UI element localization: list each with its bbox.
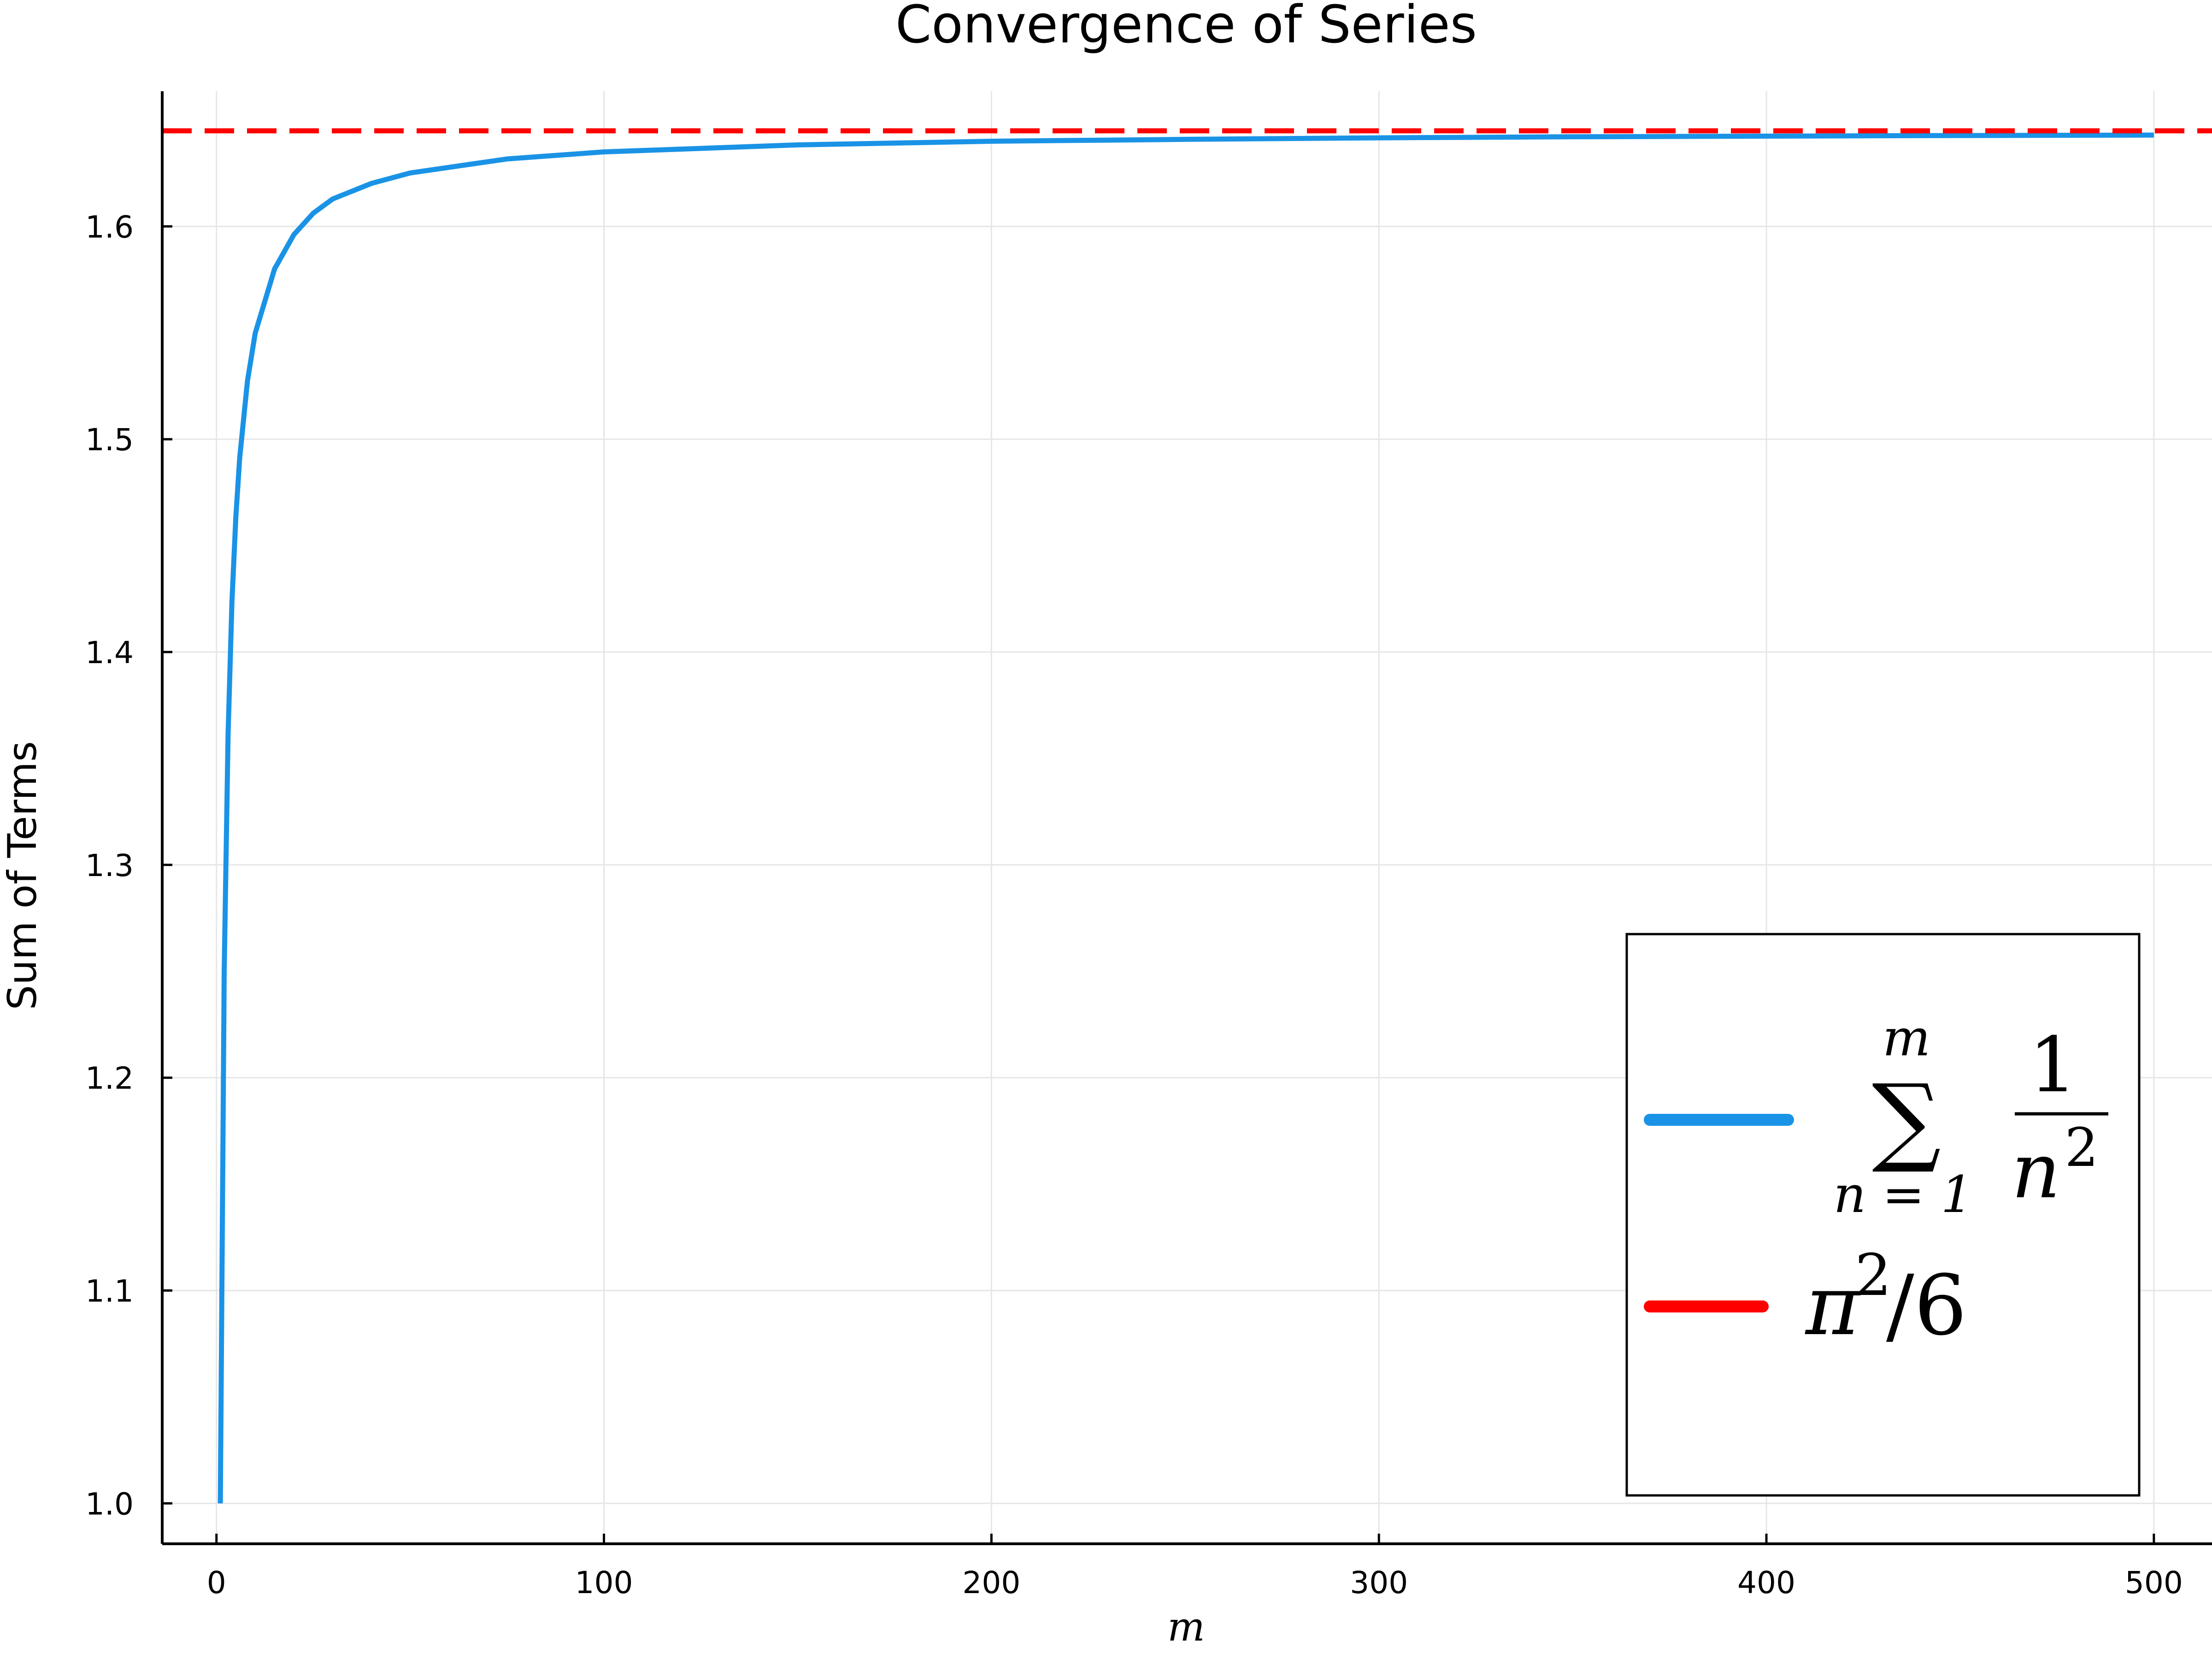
axes [161, 91, 2212, 1545]
x-tick-label: 0 [207, 1565, 226, 1600]
y-tick-label: 1.5 [85, 422, 134, 458]
legend-fraction-numerator: 1 [2029, 1021, 2077, 1109]
legend-fraction-denominator: n [2012, 1127, 2060, 1215]
legend-box [1625, 933, 2141, 1497]
x-tick-label: 200 [962, 1565, 1020, 1600]
legend-sum-upper-limit: m [1883, 1008, 1930, 1067]
x-axis-label: m [1167, 1604, 1205, 1650]
x-tick-label: 100 [575, 1565, 633, 1600]
plot-series [162, 128, 2212, 1504]
x-tick-label: 500 [2125, 1565, 2183, 1600]
x-tick-label: 400 [1737, 1565, 1795, 1600]
y-tick-label: 1.6 [85, 209, 134, 245]
legend-pi-rest: /6 [1886, 1258, 1967, 1354]
legend: m ∑ n = 1 1 n 2 π 2 /6 [1625, 933, 2141, 1497]
legend-fraction-exponent: 2 [2065, 1117, 2098, 1179]
y-tick-label: 1.0 [85, 1486, 134, 1522]
y-tick-label: 1.1 [85, 1273, 134, 1309]
y-tick-label: 1.4 [85, 635, 134, 671]
grid-lines [162, 91, 2212, 1544]
chart-title: Convergence of Series [895, 0, 1477, 55]
legend-sum-sigma: ∑ [1872, 1063, 1941, 1176]
series-line-0 [218, 132, 2154, 1504]
tick-labels: 0 100 200 300 400 500 1.0 1.1 1.2 1.3 1.4 1.5 1.6 [85, 209, 2183, 1600]
y-tick-label: 1.3 [85, 848, 134, 883]
legend-pi-base: π [1805, 1258, 1861, 1354]
legend-sum-lower-limit: n = 1 [1834, 1165, 1973, 1224]
legend-pi-exponent: 2 [1855, 1242, 1892, 1309]
x-tick-label: 300 [1350, 1565, 1408, 1600]
y-axis-label: Sum of Terms [0, 741, 46, 1010]
y-tick-label: 1.2 [85, 1061, 134, 1096]
